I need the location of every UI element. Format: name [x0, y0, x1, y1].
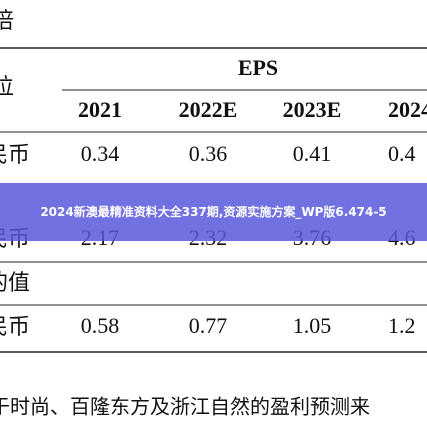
row-label: 民币 [0, 143, 30, 168]
overlay-banner: 2024新澳最精准资料大全337期,资源实施方案_WP版6.474-5 [0, 183, 427, 241]
cell: 0.41 [293, 141, 332, 166]
column-header: 2023E [283, 97, 342, 122]
cell: 0.4 [388, 141, 416, 166]
column-header: 2021 [78, 97, 122, 122]
column-header: 2022E [179, 97, 238, 122]
column-header: 2024 [388, 97, 427, 122]
cell: 0.77 [189, 313, 228, 338]
banner-text: 2024新澳最精准资料大全337期,资源实施方案_WP版6.474-5 [40, 205, 387, 219]
unit-label: 位 [0, 75, 14, 100]
footnote: 于时尚、百隆东方及浙江自然的盈利预测来 [0, 395, 370, 419]
cell: 1.2 [388, 313, 416, 338]
cell: 0.36 [189, 141, 228, 166]
group-header: EPS [238, 55, 278, 80]
page-heading: 倍 [0, 9, 14, 34]
row-label: 民币 [0, 315, 30, 340]
section-label: 的值 [0, 271, 30, 296]
cell: 1.05 [293, 313, 332, 338]
cell: 0.58 [81, 313, 120, 338]
cell: 0.34 [81, 141, 120, 166]
